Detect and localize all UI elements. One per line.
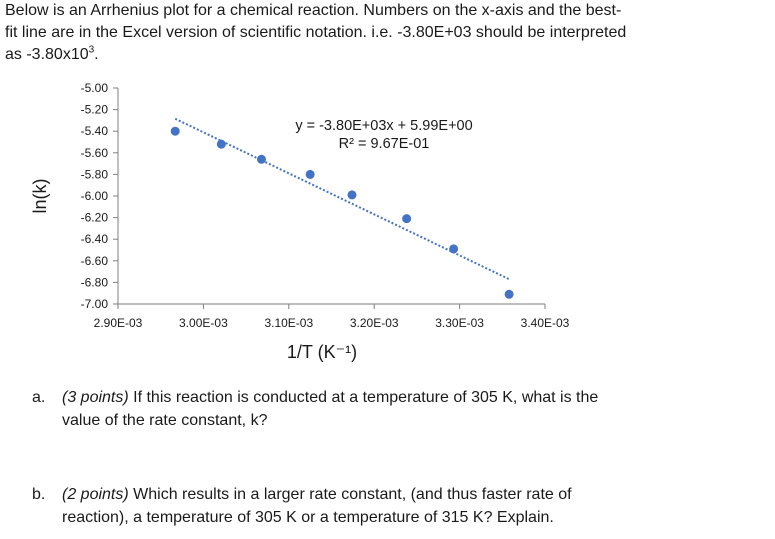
question-b-letter: b. bbox=[32, 486, 46, 503]
question-a-letter: a. bbox=[32, 389, 46, 406]
chart-labels-layer: -5.00 -5.20 -5.40 -5.60 -5.80 -6.00 -6.20 -6.40… bbox=[30, 81, 570, 362]
y-tick-label: -6.00 bbox=[81, 189, 109, 203]
y-tick-label: -5.80 bbox=[81, 167, 109, 181]
question-b-text-line-1: Which results in a larger rate constant,… bbox=[128, 486, 572, 503]
question-b-body: (2 points) Which results in a larger rat… bbox=[62, 483, 722, 529]
y-tick-label: -5.20 bbox=[81, 103, 109, 117]
intro-line-2: fit line are in the Excel version of sci… bbox=[5, 24, 627, 41]
y-axis-title: ln(k) bbox=[30, 179, 50, 214]
data-point bbox=[305, 169, 315, 179]
data-point bbox=[216, 139, 226, 149]
data-point bbox=[170, 126, 180, 136]
trendline-equation: y = -3.80E+03x + 5.99E+00 bbox=[295, 118, 472, 134]
y-tick-label: -7.00 bbox=[81, 297, 109, 311]
intro-line-3-prefix: as -3.80x10 bbox=[5, 46, 89, 63]
y-tick-label: -6.80 bbox=[81, 275, 109, 289]
chart-axes bbox=[113, 87, 546, 309]
x-tick-label: 3.40E-03 bbox=[521, 316, 570, 330]
data-point bbox=[449, 244, 459, 254]
data-point bbox=[347, 190, 357, 200]
x-tick-label: 3.30E-03 bbox=[435, 316, 484, 330]
x-axis-title: 1/T (K⁻¹) bbox=[287, 342, 357, 362]
data-point bbox=[256, 154, 266, 164]
intro-line-1: Below is an Arrhenius plot for a chemica… bbox=[5, 2, 622, 19]
intro-paragraph: Below is an Arrhenius plot for a chemica… bbox=[5, 0, 765, 66]
trendline-r-squared: R² = 9.67E-01 bbox=[339, 136, 430, 152]
x-tick-label: 3.20E-03 bbox=[350, 316, 399, 330]
x-tick-label: 3.00E-03 bbox=[179, 316, 228, 330]
question-a-body: (3 points) If this reaction is conducted… bbox=[62, 386, 722, 432]
data-point bbox=[504, 289, 514, 299]
chart-points-layer bbox=[170, 126, 514, 299]
question-b-text-line-2: reaction), a temperature of 305 K or a t… bbox=[62, 509, 554, 526]
question-b-points: (2 points) bbox=[62, 486, 129, 503]
question-a-text-line-2: value of the rate constant, k? bbox=[62, 412, 268, 429]
x-tick-label: 3.10E-03 bbox=[264, 316, 313, 330]
trendline bbox=[174, 117, 510, 281]
intro-line-3-exponent: 3 bbox=[88, 44, 95, 56]
y-tick-label: -5.00 bbox=[81, 81, 109, 95]
y-tick-label: -6.40 bbox=[81, 232, 109, 246]
chart-trendline-layer bbox=[174, 117, 510, 281]
question-a-text-line-1: If this reaction is conducted at a tempe… bbox=[128, 389, 599, 406]
y-tick-label: -6.60 bbox=[81, 254, 109, 268]
y-tick-label: -6.20 bbox=[81, 211, 109, 225]
intro-line-3-suffix: . bbox=[94, 46, 99, 63]
y-tick-label: -5.60 bbox=[81, 146, 109, 160]
data-point bbox=[402, 214, 412, 224]
question-a-points: (3 points) bbox=[62, 389, 129, 406]
x-tick-label: 2.90E-03 bbox=[94, 316, 143, 330]
y-tick-label: -5.40 bbox=[81, 124, 109, 138]
